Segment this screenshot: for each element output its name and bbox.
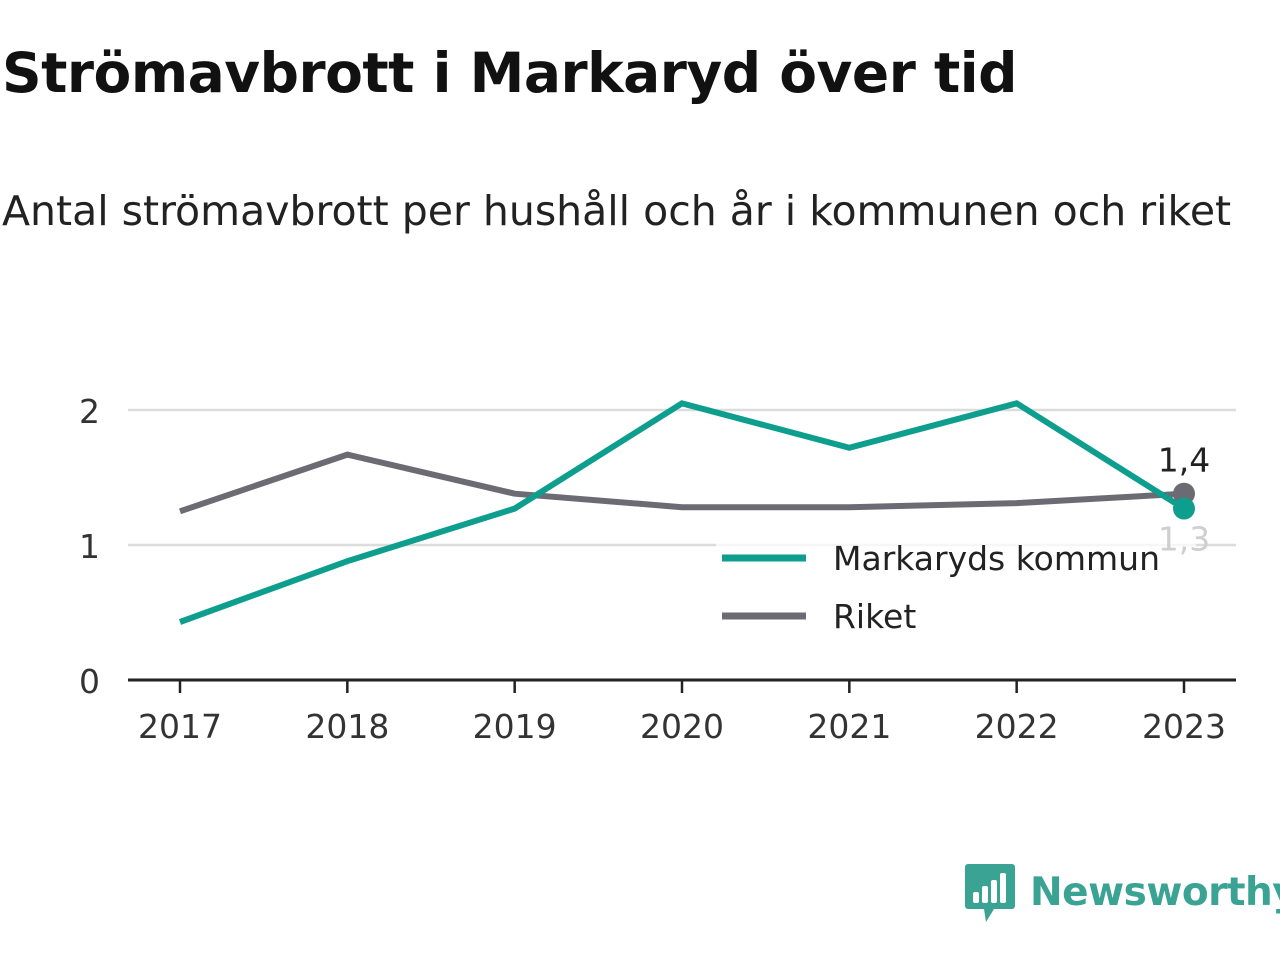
series-line-riket: [179, 451, 1185, 515]
x-axis: 2017 2018 2019 2020 2021 2022 2023: [128, 678, 1236, 746]
newsworthy-logo-icon: [965, 864, 1015, 922]
x-tick-label: 2017: [138, 707, 222, 746]
x-tick-label: 2020: [640, 707, 724, 746]
chart-subtitle: Antal strömavbrott per hushåll och år i …: [2, 187, 1232, 235]
y-tick-label: 2: [79, 392, 100, 431]
series-lines: [178, 400, 1195, 625]
series-line-markaryd: [178, 400, 1186, 625]
end-marker: [1173, 497, 1195, 520]
legend-label: Markaryds kommun: [833, 539, 1160, 578]
brand-name: Newsworthy: [1030, 870, 1280, 915]
legend-label: Riket: [833, 597, 916, 636]
brand-logo: Newsworthy: [964, 862, 1280, 924]
chart-title: Strömavbrott i Markaryd över tid: [2, 41, 1017, 105]
end-label-riket: 1,4: [1158, 441, 1210, 480]
y-tick-label: 0: [79, 662, 100, 701]
y-tick-label: 1: [79, 527, 100, 566]
legend: Markaryds kommun Riket: [716, 528, 1196, 636]
x-tick-label: 2021: [807, 707, 891, 746]
end-labels: 1,4 1,3: [1158, 441, 1210, 559]
end-label-markaryd: 1,3: [1158, 520, 1210, 559]
x-tick-label: 2019: [473, 707, 557, 746]
x-tick-label: 2023: [1142, 707, 1226, 746]
x-tick-label: 2018: [305, 707, 389, 746]
line-chart: 0 1 2 2017 2018 2019 2020 2021 2022 2023 Markary…: [79, 392, 1236, 746]
x-tick-label: 2022: [975, 707, 1059, 746]
